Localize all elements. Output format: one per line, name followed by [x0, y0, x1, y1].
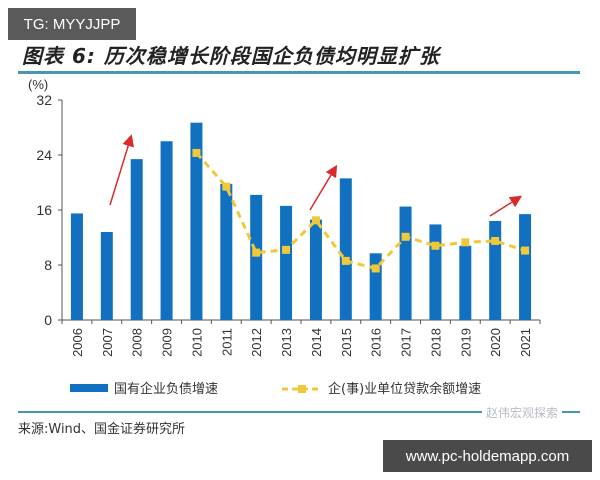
x-tick-label: 2009 [160, 328, 175, 357]
x-tick-label: 2018 [428, 328, 443, 357]
line-marker [491, 236, 500, 245]
line-marker [341, 256, 350, 265]
bar-2017 [399, 206, 412, 320]
x-tick-label: 2015 [339, 328, 354, 357]
y-tick-label: 8 [44, 257, 52, 273]
x-tick-label: 2016 [369, 328, 384, 357]
line-marker [311, 216, 320, 225]
x-tick-label: 2020 [488, 328, 503, 357]
chart-axes: 0 8 16 24 32 2006 2007 2008 2009 2010 2011 2012 2013… [36, 92, 541, 357]
trend-arrows [109, 134, 523, 217]
legend-bar-swatch-icon [70, 383, 108, 392]
line-marker [192, 148, 201, 157]
trend-arrow-icon [309, 164, 338, 211]
bar-2007 [100, 232, 113, 320]
bar-2008 [130, 159, 143, 320]
bar-2006 [70, 213, 83, 320]
source-divider [18, 411, 580, 413]
x-tick-label: 2013 [279, 328, 294, 357]
line-marker [371, 264, 380, 273]
legend-line-swatch-icon [282, 383, 322, 393]
trend-arrow-icon [109, 134, 134, 206]
bar-2015 [339, 178, 352, 320]
bar-2011 [220, 183, 233, 320]
bar-2014 [309, 219, 322, 320]
x-tick-label: 2011 [219, 328, 234, 356]
bar-2009 [160, 141, 173, 320]
trend-arrow-icon [489, 195, 523, 217]
bar-series [70, 122, 532, 320]
source-note: 来源:Wind、国金证券研究所 [18, 422, 186, 437]
tg-watermark-badge: TG: MYYJJPP [8, 8, 136, 40]
line-marker [282, 245, 291, 254]
legend-line-label: 企(事)业单位贷款余额增速 [328, 382, 482, 397]
x-tick-label: 2017 [399, 328, 414, 357]
bar-2018 [429, 224, 442, 320]
x-tick-label: 2019 [458, 328, 473, 357]
figure-title: 图表 6: 历次稳增长阶段国企负债均明显扩张 [22, 44, 440, 68]
x-tick-label: 2008 [130, 328, 145, 357]
line-marker [461, 238, 470, 247]
y-axis-unit-label: (%) [28, 77, 49, 92]
legend-item-line: 企(事)业单位贷款余额增速 [282, 378, 481, 397]
bar-2010 [190, 122, 203, 320]
line-marker [521, 246, 530, 255]
x-tick-label: 2021 [518, 328, 533, 357]
bar-2013 [280, 205, 293, 320]
bar-2019 [459, 245, 472, 320]
chart-legend: 国有企业负债增速 企(事)业单位贷款余额增速 [0, 378, 600, 400]
title-divider [18, 71, 580, 74]
x-tick-label: 2014 [309, 328, 324, 357]
wechat-watermark: 赵伟宏观探索 [482, 404, 563, 421]
x-tick-label: 2012 [249, 328, 264, 357]
bar-line-chart: 0 8 16 24 32 2006 2007 2008 2009 2010 2011 2012 2013… [36, 92, 541, 357]
line-marker [252, 248, 261, 257]
bar-2021 [519, 214, 532, 320]
y-tick-label: 16 [36, 202, 52, 218]
y-tick-label: 32 [36, 92, 52, 108]
legend-item-bar: 国有企业负债增速 [70, 378, 218, 397]
x-tick-label: 2006 [70, 328, 85, 357]
line-marker [401, 232, 410, 241]
legend-bar-label: 国有企业负债增速 [114, 382, 219, 397]
y-tick-label: 0 [44, 312, 52, 328]
x-tick-label: 2007 [100, 328, 115, 357]
line-marker [431, 241, 440, 250]
line-marker [222, 182, 231, 191]
bar-2020 [489, 221, 502, 320]
bar-2012 [250, 194, 263, 320]
line-series [192, 148, 530, 273]
y-tick-label: 24 [36, 147, 52, 163]
site-watermark-badge: www.pc-holdemapp.com [383, 440, 592, 472]
x-tick-label: 2010 [189, 328, 204, 357]
